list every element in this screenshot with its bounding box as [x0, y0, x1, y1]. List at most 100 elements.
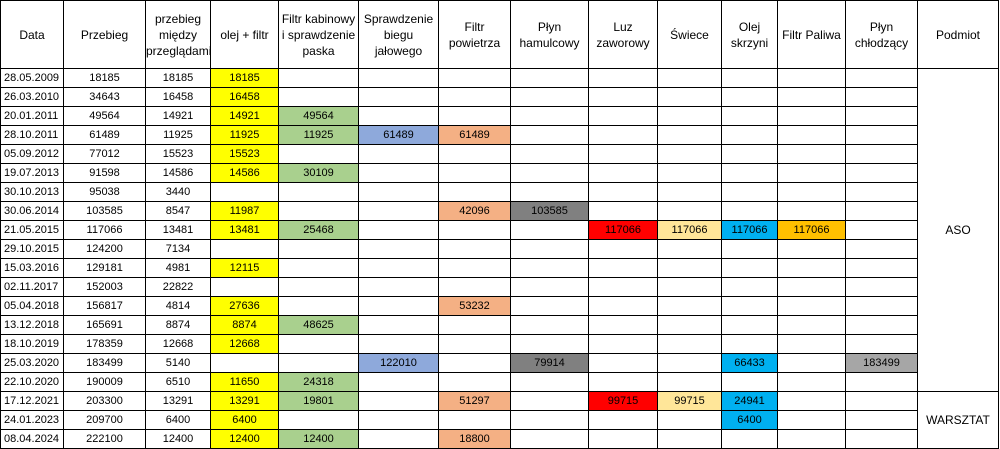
- gearbox-oil-cell: [721, 87, 778, 107]
- cabin-filter-cell: [278, 334, 359, 354]
- gearbox-oil-cell: [721, 68, 778, 88]
- brake-fluid-cell: 103585: [510, 201, 589, 221]
- table-row: 29.10.2015 124200 7134: [0, 239, 999, 259]
- mileage-cell: 183499: [63, 353, 146, 373]
- spark-plugs-cell: [657, 239, 722, 259]
- date-cell: 05.09.2012: [0, 144, 64, 164]
- idle-check-cell: [358, 182, 439, 202]
- fuel-filter-cell: [777, 144, 846, 164]
- gearbox-oil-cell: [721, 239, 778, 259]
- cabin-filter-cell: [278, 277, 359, 297]
- spark-plugs-cell: [657, 163, 722, 183]
- oil-filter-cell: 16458: [210, 87, 279, 107]
- gearbox-oil-cell: [721, 258, 778, 278]
- idle-check-cell: 61489: [358, 125, 439, 145]
- oil-filter-cell: 12115: [210, 258, 279, 278]
- interval-cell: 22822: [145, 277, 211, 297]
- date-cell: 28.10.2011: [0, 125, 64, 145]
- gearbox-oil-cell: [721, 144, 778, 164]
- cabin-filter-cell: 25468: [278, 220, 359, 240]
- air-filter-cell: [438, 182, 511, 202]
- oil-filter-cell: [210, 182, 279, 202]
- air-filter-cell: [438, 106, 511, 126]
- idle-check-cell: [358, 315, 439, 335]
- coolant-cell: [845, 391, 918, 411]
- mileage-cell: 129181: [63, 258, 146, 278]
- brake-fluid-cell: 79914: [510, 353, 589, 373]
- interval-cell: 14921: [145, 106, 211, 126]
- valve-clearance-cell: [588, 334, 658, 354]
- gearbox-oil-cell: [721, 163, 778, 183]
- date-cell: 08.04.2024: [0, 429, 64, 449]
- valve-clearance-cell: [588, 201, 658, 221]
- date-cell: 19.07.2013: [0, 163, 64, 183]
- coolant-cell: [845, 182, 918, 202]
- mileage-cell: 34643: [63, 87, 146, 107]
- interval-cell: 7134: [145, 239, 211, 259]
- air-filter-cell: 42096: [438, 201, 511, 221]
- coolant-cell: 183499: [845, 353, 918, 373]
- fuel-filter-cell: [777, 372, 846, 392]
- table-row: 21.05.2015 117066 13481 13481 25468 117066 117…: [0, 220, 999, 240]
- date-cell: 29.10.2015: [0, 239, 64, 259]
- coolant-cell: [845, 144, 918, 164]
- oil-filter-cell: [210, 353, 279, 373]
- air-filter-cell: [438, 277, 511, 297]
- coolant-cell: [845, 201, 918, 221]
- coolant-cell: [845, 68, 918, 88]
- cabin-filter-cell: [278, 296, 359, 316]
- oil-filter-cell: 14921: [210, 106, 279, 126]
- brake-fluid-cell: [510, 372, 589, 392]
- spark-plugs-cell: [657, 315, 722, 335]
- air-filter-cell: [438, 410, 511, 430]
- coolant-cell: [845, 258, 918, 278]
- air-filter-cell: [438, 315, 511, 335]
- idle-check-cell: [358, 239, 439, 259]
- oil-filter-cell: 12400: [210, 429, 279, 449]
- valve-clearance-cell: [588, 182, 658, 202]
- date-cell: 24.01.2023: [0, 410, 64, 430]
- spark-plugs-cell: [657, 429, 722, 449]
- interval-cell: 4981: [145, 258, 211, 278]
- coolant-cell: [845, 372, 918, 392]
- spark-plugs-cell: [657, 201, 722, 221]
- table-row: 28.05.2009 18185 18185 18185 ASO: [0, 68, 999, 392]
- idle-check-cell: [358, 296, 439, 316]
- date-cell: 18.10.2019: [0, 334, 64, 354]
- fuel-filter-cell: [777, 315, 846, 335]
- mileage-cell: 117066: [63, 220, 146, 240]
- mileage-cell: 95038: [63, 182, 146, 202]
- oil-filter-cell: 11925: [210, 125, 279, 145]
- cabin-filter-cell: [278, 87, 359, 107]
- mileage-cell: 18185: [63, 68, 146, 88]
- brake-fluid-cell: [510, 296, 589, 316]
- subject-cell: ASO: [917, 68, 999, 392]
- idle-check-cell: [358, 277, 439, 297]
- cabin-filter-cell: [278, 258, 359, 278]
- idle-check-cell: [358, 163, 439, 183]
- table-row: 25.03.2020 183499 5140 122010 79914 66433 1834…: [0, 353, 999, 373]
- valve-clearance-cell: 117066: [588, 220, 658, 240]
- gearbox-oil-cell: [721, 429, 778, 449]
- date-cell: 22.10.2020: [0, 372, 64, 392]
- gearbox-oil-cell: 6400: [721, 410, 778, 430]
- interval-cell: 6400: [145, 410, 211, 430]
- spark-plugs-cell: [657, 182, 722, 202]
- fuel-filter-cell: [777, 277, 846, 297]
- table-row: 20.01.2011 49564 14921 14921 49564: [0, 106, 999, 126]
- mileage-cell: 152003: [63, 277, 146, 297]
- fuel-filter-cell: [777, 239, 846, 259]
- idle-check-cell: [358, 391, 439, 411]
- mileage-cell: 49564: [63, 106, 146, 126]
- idle-check-cell: [358, 334, 439, 354]
- air-filter-cell: [438, 239, 511, 259]
- spark-plugs-cell: [657, 144, 722, 164]
- interval-cell: 13291: [145, 391, 211, 411]
- gearbox-oil-cell: 117066: [721, 220, 778, 240]
- air-filter-cell: [438, 334, 511, 354]
- table-row: 02.11.2017 152003 22822: [0, 277, 999, 297]
- mileage-cell: 156817: [63, 296, 146, 316]
- coolant-cell: [845, 410, 918, 430]
- mileage-cell: 209700: [63, 410, 146, 430]
- valve-clearance-cell: [588, 258, 658, 278]
